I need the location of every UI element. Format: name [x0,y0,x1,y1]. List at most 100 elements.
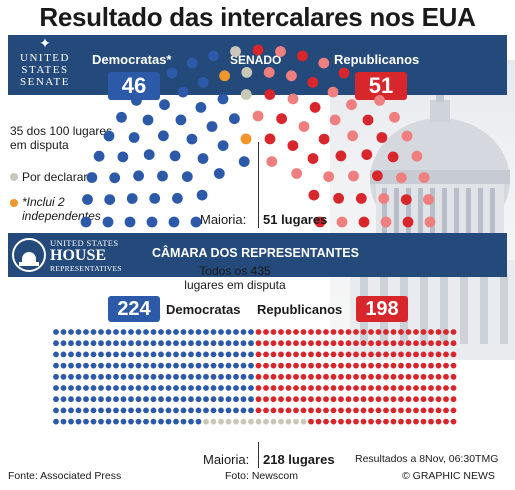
house-seat [150,340,157,347]
house-seat [360,340,367,347]
house-seat [345,385,352,391]
house-seat [68,418,74,425]
senate-seat [252,44,264,56]
house-seat [143,351,149,358]
house-seat [443,329,449,335]
senate-seat [82,194,93,205]
house-seal-line3: REPRESENTATIVES [50,264,122,273]
house-seat [68,340,74,347]
house-seat [255,418,262,425]
house-seat [158,362,164,369]
house-seat [413,407,419,414]
footer-photo: Foto: Newscom [225,470,298,482]
senate-seal-line3: SENATE [20,76,70,88]
house-seat [443,418,449,425]
house-seat [353,329,359,335]
house-seat [68,362,74,369]
senate-seat [346,99,357,111]
house-seat [158,385,164,391]
house-seat [225,418,232,425]
house-seat [150,351,157,358]
house-seat [323,396,329,403]
house-seat [173,362,179,369]
senate-majority-line [258,142,259,228]
house-seat [420,329,427,335]
house-seat [105,407,112,414]
house-seat [345,407,352,414]
house-seat [323,407,329,414]
house-seat [338,340,344,347]
house-seat [353,396,359,403]
house-seat [285,362,292,369]
house-seat [420,385,427,391]
house-seat [428,407,434,414]
house-seat [398,329,404,335]
house-seat [360,329,367,335]
house-seat [450,373,457,380]
house-seat [263,418,269,425]
house-seat [218,396,224,403]
senate-seat [389,111,400,123]
house-seat [435,362,442,369]
house-seat [195,340,202,347]
house-seat [405,329,412,335]
house-seat [345,340,352,347]
house-seat [53,385,59,391]
house-seat [375,340,382,347]
house-seat [443,373,449,380]
house-seat [413,351,419,358]
house-seat [98,362,104,369]
house-seat [323,418,329,425]
house-seat [165,396,172,403]
house-seat [68,385,74,391]
house-seat [150,418,157,425]
senate-seat [93,150,105,162]
house-seat [158,329,164,335]
house-seat [128,373,134,380]
house-seat [360,396,367,403]
senate-seat [307,77,319,88]
house-seat [225,385,232,391]
house-seat [150,396,157,403]
house-seat [240,329,247,335]
house-seat [60,329,67,335]
house-seat [180,418,187,425]
house-seat [300,396,307,403]
senate-seat [230,46,241,57]
house-seat [308,407,314,414]
house-seat [248,396,254,403]
house-seat [308,351,314,358]
house-seat [360,362,367,369]
house-seat [443,351,449,358]
house-seal: UNITED STATES HOUSE REPRESENTATIVES [50,238,146,273]
house-seat [353,351,359,358]
house-seat [308,396,314,403]
house-seat [90,329,97,335]
senate-seat [336,216,348,228]
house-seat [330,329,337,335]
senate-seat [347,130,358,142]
house-seat [195,362,202,369]
house-seat [405,418,412,425]
house-majority-line [258,442,259,468]
house-seat [375,351,382,358]
house-seat [188,351,194,358]
senate-seat [116,111,127,123]
house-seat [443,385,449,391]
house-seat [300,373,307,380]
senate-seat [358,216,370,228]
house-seat [203,362,209,369]
senate-seal-line2: STATES [21,64,69,76]
independent-legend-dot [10,199,18,207]
house-seat [398,340,404,347]
house-seat [338,407,344,414]
house-seat [158,351,164,358]
house-seat [135,329,142,335]
house-seat [330,351,337,358]
senate-seat [213,168,225,179]
house-seat [98,351,104,358]
house-seat [90,373,97,380]
house-seat [368,407,374,414]
house-seat [398,351,404,358]
house-seat [270,407,277,414]
